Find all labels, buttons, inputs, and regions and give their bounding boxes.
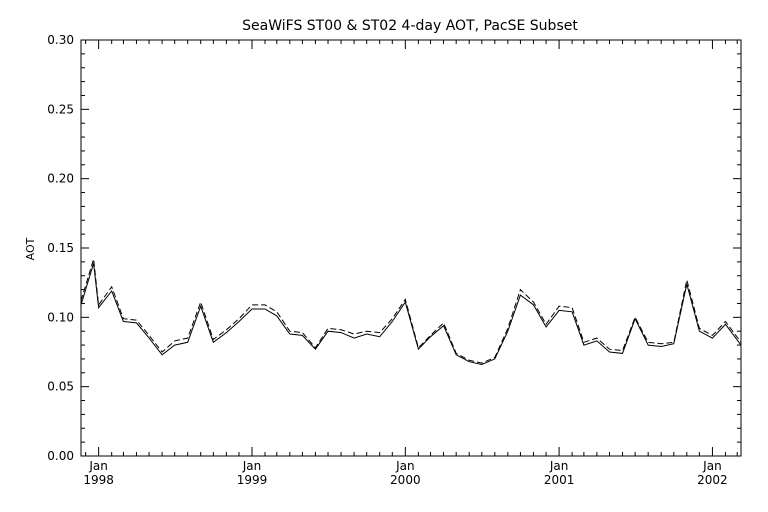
y-tick-label: 0.10: [47, 310, 74, 324]
y-axis-label: AOT: [24, 237, 37, 260]
x-tick-year-label: 2002: [697, 473, 728, 487]
x-tick-month-label: Jan: [242, 459, 262, 473]
y-axis: 0.00 0.05 0.10 0.15 0.20 0.25 0.30: [47, 33, 741, 463]
x-tick-year-label: 1999: [237, 473, 268, 487]
x-tick-month-label: Jan: [549, 459, 569, 473]
x-tick-year-label: 2001: [544, 473, 575, 487]
y-tick-label: 0.15: [47, 241, 74, 255]
x-tick-year-label: 2000: [390, 473, 421, 487]
y-tick-label: 0.25: [47, 102, 74, 116]
x-tick-month-label: Jan: [702, 459, 722, 473]
y-tick-label: 0.00: [47, 449, 74, 463]
y-tick-label: 0.30: [47, 33, 74, 47]
x-tick-month-label: Jan: [395, 459, 415, 473]
series-line-dashed: [80, 258, 742, 364]
chart-title: SeaWiFS ST00 & ST02 4-day AOT, PacSE Sub…: [242, 18, 578, 34]
series-layer: [80, 258, 742, 366]
y-tick-label: 0.05: [47, 380, 74, 394]
x-tick-month-label: Jan: [88, 459, 108, 473]
y-tick-label: 0.20: [47, 172, 74, 186]
x-tick-year-label: 1998: [83, 473, 114, 487]
series-line-solid: [80, 263, 742, 366]
